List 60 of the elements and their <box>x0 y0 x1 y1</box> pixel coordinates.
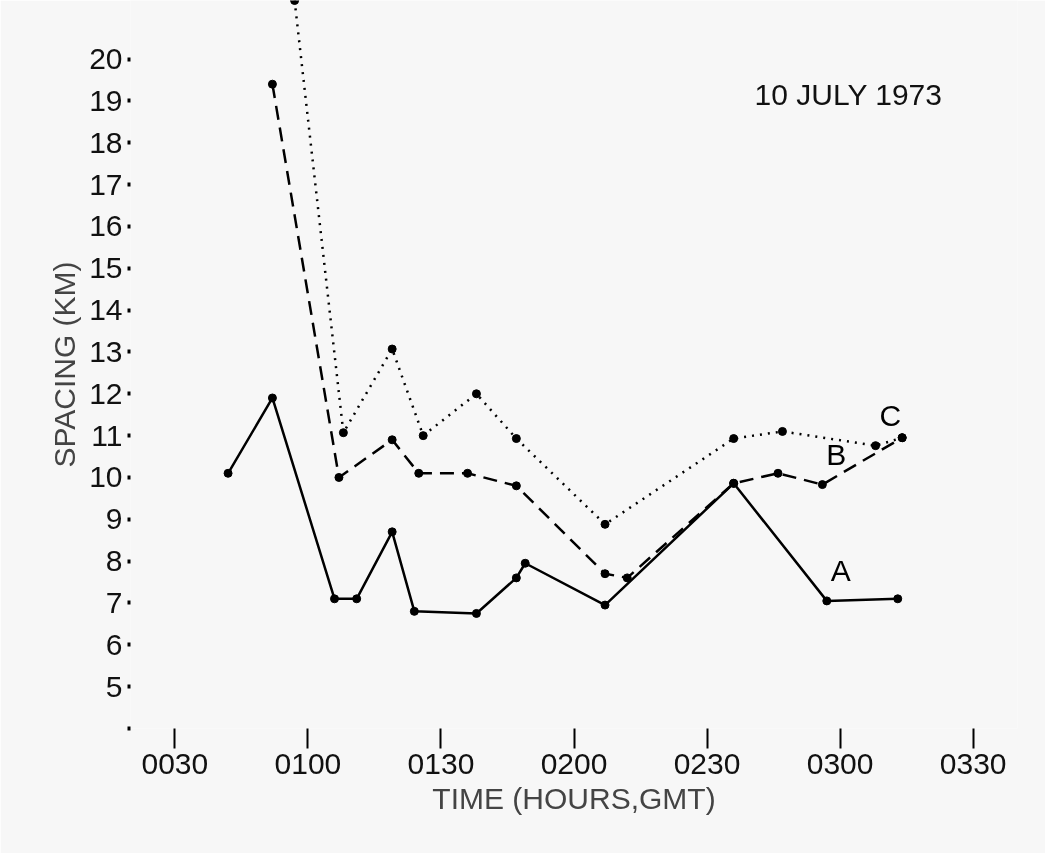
point <box>471 389 481 399</box>
series-label: B <box>826 437 847 471</box>
point <box>471 608 481 618</box>
point <box>338 428 348 438</box>
x-tick-label: 0130 <box>407 746 475 780</box>
point <box>622 573 632 583</box>
x-tick-label: 0030 <box>141 746 209 780</box>
x-tick-label: 0200 <box>540 746 608 780</box>
point <box>511 434 521 444</box>
point <box>511 573 521 583</box>
point <box>871 441 881 451</box>
point <box>267 79 277 89</box>
x-tick-label: 0330 <box>939 746 1007 780</box>
y-tick-label: 9 <box>105 502 123 536</box>
y-tick-label: 10 <box>89 460 123 494</box>
annotation: 10 JULY 1973 <box>754 77 942 111</box>
y-tick-label: 12 <box>89 376 123 410</box>
y-tick-label: 17 <box>89 167 123 201</box>
y-axis-title: SPACING (KM) <box>48 261 82 468</box>
point <box>600 600 610 610</box>
y-tick-label: 5 <box>105 669 123 703</box>
point <box>773 468 783 478</box>
point <box>387 527 397 537</box>
y-tick-label: 15 <box>89 251 123 285</box>
y-tick-label: 8 <box>105 544 123 578</box>
point <box>777 426 787 436</box>
point <box>223 468 233 478</box>
y-tick-label: 20 <box>89 42 123 76</box>
y-tick-label: 16 <box>89 209 123 243</box>
series-label: C <box>879 398 902 432</box>
y-tick-label: 7 <box>105 585 123 619</box>
point <box>822 596 832 606</box>
x-axis-title: TIME (HOURS,GMT) <box>432 781 716 815</box>
y-tick-label: 13 <box>89 334 123 368</box>
point <box>600 519 610 529</box>
point <box>414 468 424 478</box>
point <box>893 594 903 604</box>
point <box>463 468 473 478</box>
x-tick-label: 0100 <box>274 746 342 780</box>
point <box>387 435 397 445</box>
point <box>817 480 827 490</box>
y-tick-label: 11 <box>91 418 123 452</box>
point <box>330 594 340 604</box>
point <box>334 472 344 482</box>
point <box>352 594 362 604</box>
point <box>729 434 739 444</box>
y-tick-label: 19 <box>89 83 123 117</box>
point <box>520 558 530 568</box>
y-tick-label: 6 <box>105 627 123 661</box>
x-tick-label: 0230 <box>673 746 741 780</box>
x-tick-label: 0300 <box>806 746 874 780</box>
point <box>409 606 419 616</box>
y-tick-label: 14 <box>89 293 123 327</box>
point <box>418 431 428 441</box>
point <box>511 481 521 491</box>
point <box>600 569 610 579</box>
series-label: A <box>830 553 851 587</box>
point <box>267 393 277 403</box>
point <box>387 344 397 354</box>
y-tick-label: 18 <box>89 125 123 159</box>
